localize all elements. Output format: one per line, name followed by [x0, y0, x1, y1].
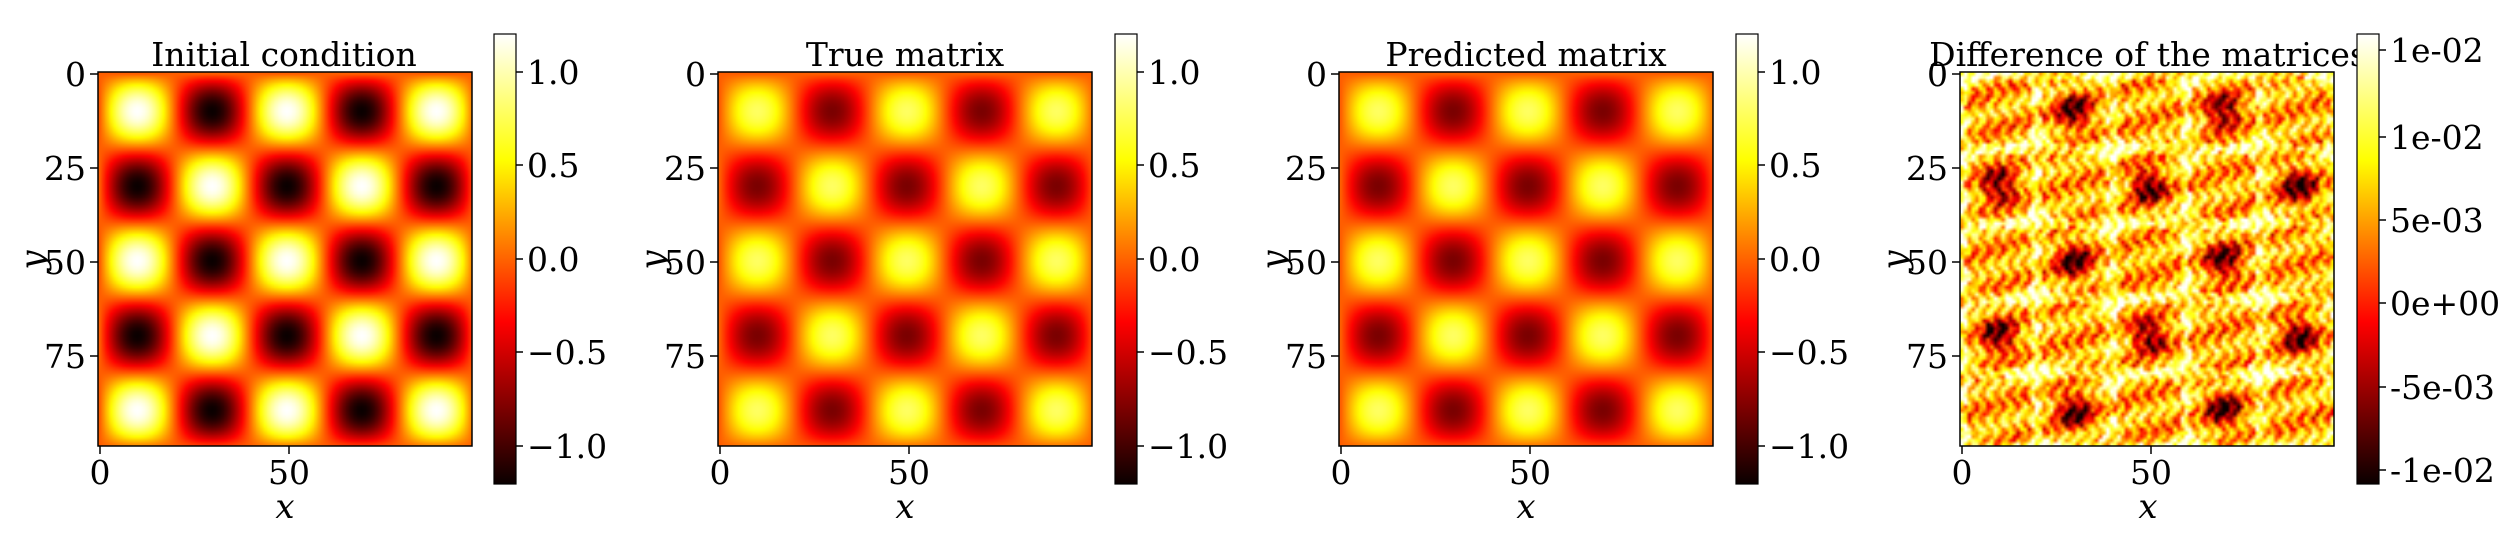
heatmap-image: [1339, 72, 1713, 446]
colorbar-tick-label: −1.0: [1769, 427, 1849, 466]
panel-true-matrix: True matrix 0 25 50 75 0 50 x y 1.0 0.5 …: [633, 33, 1228, 527]
colorbar-tick-label: 0.5: [1769, 146, 1821, 185]
heatmap-image: [98, 72, 472, 446]
axes-frame: [1338, 71, 1714, 447]
colorbar-tick-label: −1.0: [527, 427, 607, 466]
panel-initial-condition: Initial condition 0 25 50 75 0 50 x y 1.…: [13, 33, 607, 527]
x-tick-label: 0: [710, 453, 731, 492]
y-axis-label: y: [1875, 250, 1915, 272]
colorbar-tick-label: -1e-02: [2390, 451, 2495, 490]
colorbar-tick-label: 0.5: [527, 146, 579, 185]
colorbar-tick-label: 1.0: [1148, 53, 1200, 92]
colorbar-tick-label: 1.0: [527, 53, 579, 92]
colorbar-tick-label: −0.5: [1769, 333, 1849, 372]
heatmap-image: [1960, 72, 2334, 446]
colorbar-tick-label: 0.0: [1769, 240, 1821, 279]
colorbar: [1114, 33, 1138, 485]
y-tick-label: 0: [1306, 55, 1327, 94]
y-axis-label: y: [1254, 250, 1294, 272]
y-tick-label: 0: [1927, 55, 1948, 94]
colorbar-tick-label: 1e-02: [2390, 31, 2484, 70]
colorbar: [1735, 33, 1759, 485]
y-tick-label: 25: [1285, 149, 1327, 188]
colorbar-tick-label: 0e+00: [2390, 284, 2500, 323]
panel-predicted-matrix: Predicted matrix 0 25 50 75 0 50 x y 1.0…: [1254, 33, 1849, 527]
colorbar-tick-label: −0.5: [1148, 333, 1228, 372]
x-tick-label: 0: [1331, 453, 1352, 492]
y-tick-label: 0: [685, 55, 706, 94]
x-axis-label: x: [275, 487, 294, 527]
y-tick-label: 25: [44, 149, 86, 188]
panel-title: True matrix: [806, 35, 1005, 74]
y-tick-label: 75: [44, 337, 86, 376]
axes-frame: [1959, 71, 2335, 447]
colorbar-tick-label: −0.5: [527, 333, 607, 372]
y-tick-label: 50: [1285, 243, 1327, 282]
x-tick-label: 50: [268, 453, 310, 492]
colorbar-tick-label: 1e-02: [2390, 118, 2484, 157]
panel-title: Difference of the matrices: [1929, 35, 2367, 74]
x-tick-label: 0: [1952, 453, 1973, 492]
colorbar-tick-label: 0.5: [1148, 146, 1200, 185]
x-tick-label: 50: [2130, 453, 2172, 492]
axes-frame: [97, 71, 473, 447]
x-tick-label: 50: [888, 453, 930, 492]
colorbar-tick-label: 0.0: [1148, 240, 1200, 279]
y-tick-label: 75: [1906, 337, 1948, 376]
y-tick-label: 25: [1906, 149, 1948, 188]
axes-frame: [717, 71, 1093, 447]
x-axis-label: x: [1516, 487, 1535, 527]
x-tick-label: 50: [1509, 453, 1551, 492]
panel-title: Initial condition: [151, 35, 417, 74]
y-tick-label: 50: [44, 243, 86, 282]
panel-title: Predicted matrix: [1385, 35, 1667, 74]
colorbar: [2356, 33, 2380, 485]
heatmap-image: [718, 72, 1092, 446]
y-tick-label: 50: [1906, 243, 1948, 282]
y-axis-label: y: [13, 250, 53, 272]
y-tick-label: 50: [664, 243, 706, 282]
colorbar-tick-label: 0.0: [527, 240, 579, 279]
y-tick-label: 75: [1285, 337, 1327, 376]
x-axis-label: x: [895, 487, 914, 527]
panel-difference: Difference of the matrices 0 25 50 75 0 …: [1875, 31, 2500, 527]
colorbar: [493, 33, 517, 485]
colorbar-tick-label: -5e-03: [2390, 368, 2495, 407]
y-tick-label: 75: [664, 337, 706, 376]
x-tick-label: 0: [90, 453, 111, 492]
colorbar-tick-label: −1.0: [1148, 427, 1228, 466]
colorbar-tick-label: 1.0: [1769, 53, 1821, 92]
y-tick-label: 0: [65, 55, 86, 94]
x-axis-label: x: [2138, 487, 2157, 527]
colorbar-tick-label: 5e-03: [2390, 201, 2484, 240]
y-axis-label: y: [633, 250, 673, 272]
y-tick-label: 25: [664, 149, 706, 188]
